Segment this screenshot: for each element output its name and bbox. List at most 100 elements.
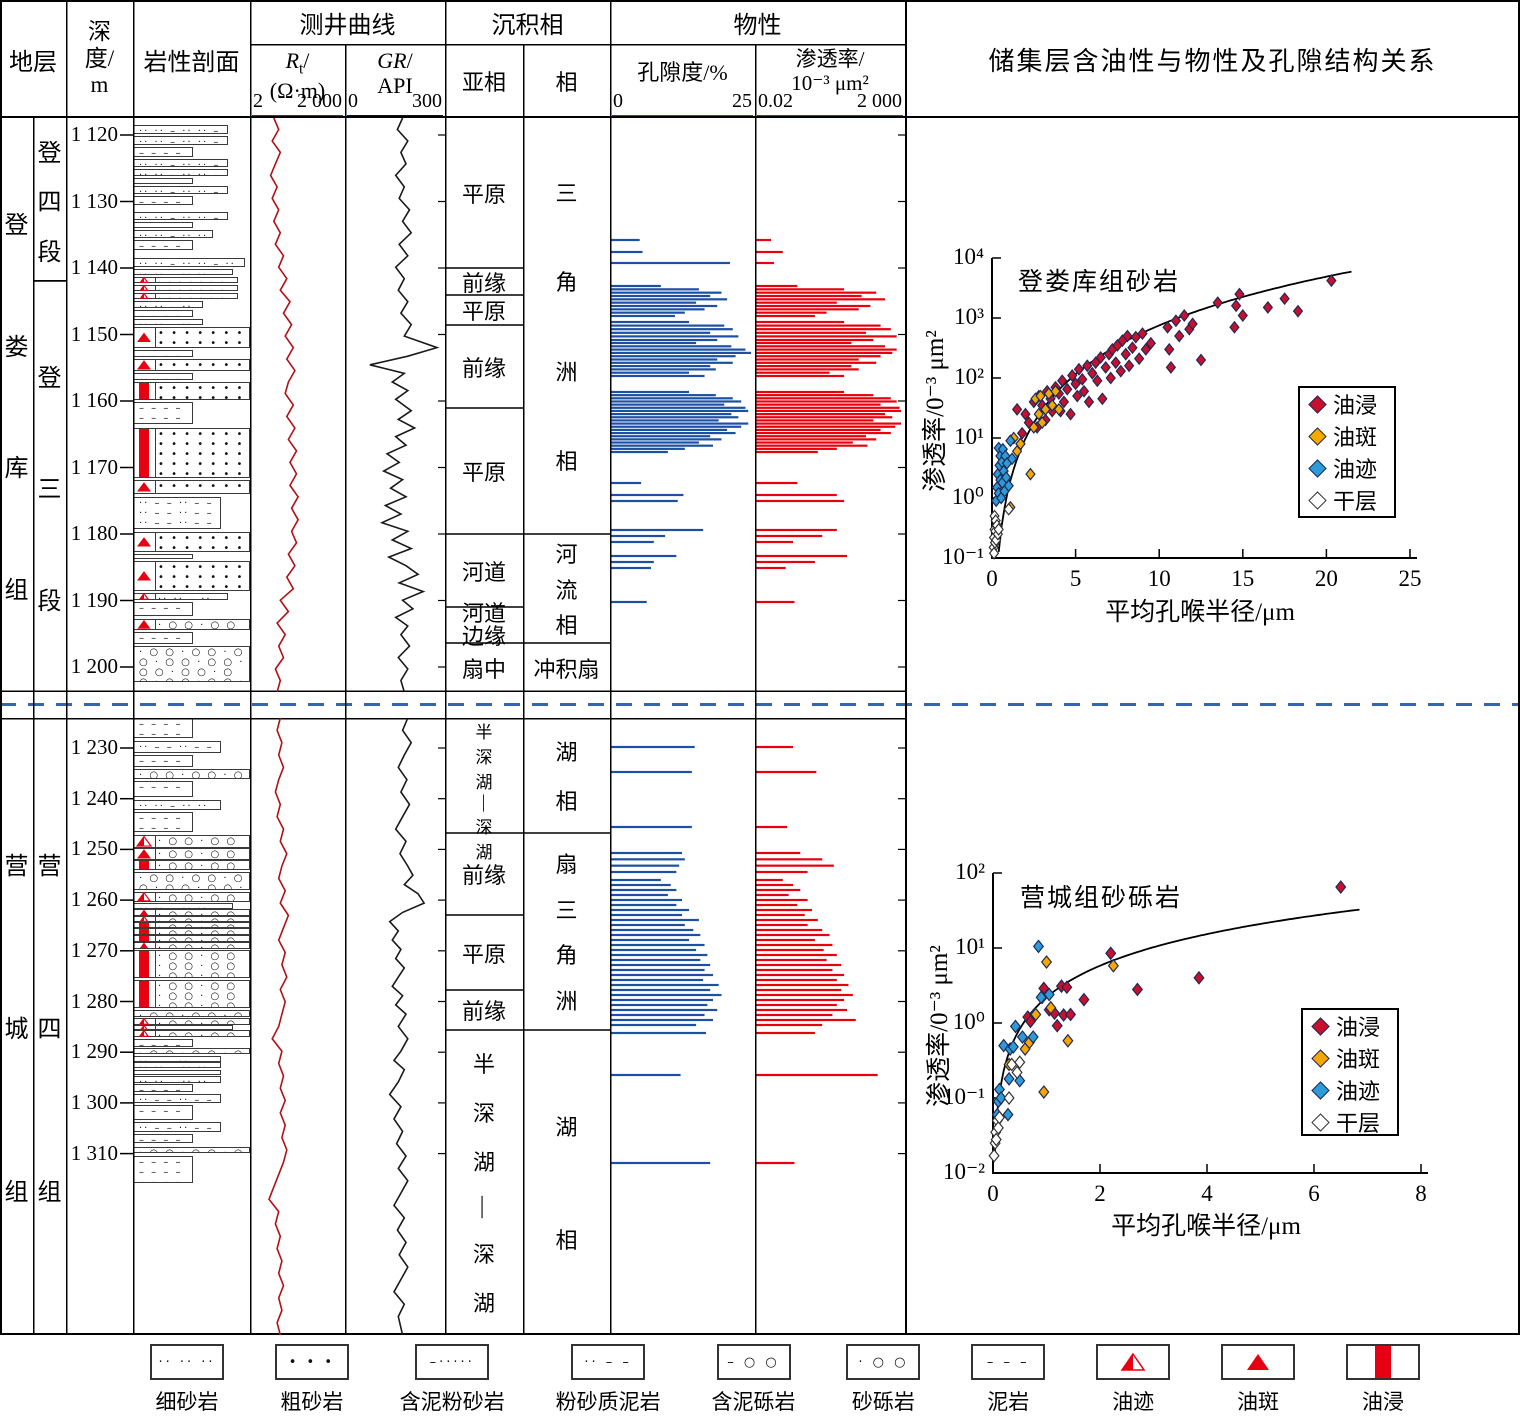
scatter-point-油浸 bbox=[1110, 356, 1121, 370]
scatter-point-油迹 bbox=[999, 484, 1010, 498]
legend-row-干层: 干层 bbox=[1311, 1106, 1397, 1138]
legend-item-含泥粉砂岩: –····· 含泥粉砂岩 bbox=[400, 1344, 505, 1416]
scatter-point-油迹 bbox=[1002, 1107, 1014, 1122]
lith-layer: · ○ ○ · ○ ○ · ○ ○ · ○ ○ · ○ ○ · ○ ○ · ○ … bbox=[133, 909, 250, 916]
porosity-bar bbox=[611, 348, 746, 351]
porosity-bar bbox=[611, 374, 705, 378]
scatter-point-干层 bbox=[990, 524, 1001, 538]
porosity-bar bbox=[611, 351, 752, 354]
porosity-bar bbox=[611, 438, 722, 441]
scatter-point-油浸 bbox=[1020, 407, 1031, 421]
scatter-point-干层 bbox=[991, 1113, 1003, 1128]
scatter-point-油斑 bbox=[1107, 958, 1119, 973]
cell-湖相: 湖相 bbox=[555, 740, 578, 814]
perm-bar bbox=[756, 499, 845, 503]
lith-layer: · ○ ○ · ○ ○ · ○ ○ · ○ ○ · ○ ○ · ○ ○ · ○ … bbox=[133, 860, 250, 870]
porosity-bar bbox=[611, 371, 690, 374]
y-tick-label: 10⁻¹ bbox=[942, 1084, 985, 1109]
porosity-bar bbox=[611, 870, 677, 874]
cell-登四段: 登四段 bbox=[37, 140, 62, 266]
legend-label: 含泥砾岩 bbox=[711, 1390, 796, 1414]
scatter-point-油浸 bbox=[1078, 384, 1090, 398]
perm-bar bbox=[756, 444, 868, 447]
cell-河流相: 河流相 bbox=[555, 542, 578, 638]
depth-tick-label: 1 250 bbox=[70, 836, 118, 861]
lith-pattern: – – – – – – – – – – – – – – – – – – – – … bbox=[139, 782, 183, 797]
perm-bar bbox=[756, 294, 862, 298]
cell-登三段: 登三段 bbox=[37, 365, 62, 615]
legend-swatch: • • • bbox=[274, 1344, 349, 1380]
scatter-point-油浸 bbox=[1082, 359, 1093, 373]
lith-pattern: ·· ·· – ·· ·· – ·· ·· – ·· ·· – ·· ·· – … bbox=[139, 160, 221, 167]
scatter-point-油斑 bbox=[1050, 384, 1061, 398]
cell-平原: 平原 bbox=[461, 299, 506, 324]
gr-unit: API bbox=[377, 73, 413, 99]
lith-pattern: – – – – – – – – – – – – – – – – – – – – … bbox=[139, 197, 183, 205]
lith-layer: – – – – – – – – – – – – – – – – – – – – … bbox=[133, 632, 193, 644]
x-tick-label: 4 bbox=[1201, 1181, 1213, 1206]
scatter-point-油浸 bbox=[1053, 387, 1065, 401]
porosity-bar bbox=[611, 403, 725, 406]
scatter-point-油浸 bbox=[1024, 1014, 1037, 1029]
porosity-bar bbox=[611, 335, 739, 338]
scatter-point-油浸 bbox=[1097, 392, 1108, 406]
lith-pattern: • • • • • • • • • • • • • • • • • • • • … bbox=[158, 429, 245, 478]
lith-layer: · ○ ○ · ○ ○ · ○ ○ · ○ ○ · ○ ○ · ○ ○ · ○ … bbox=[133, 1147, 250, 1153]
porosity-bar bbox=[611, 447, 685, 450]
lith-layer: – – – – – – – – – – – – – – – – – – – – … bbox=[133, 812, 193, 832]
porosity-bar bbox=[611, 851, 682, 855]
lith-layer: – – – – – – – – – – – – – – – – – – – – … bbox=[133, 755, 193, 767]
legend-item-油迹: 油迹 bbox=[1096, 1344, 1171, 1416]
lith-layer: · ○ ○ · ○ ○ · ○ ○ · ○ ○ · ○ ○ · ○ ○ · ○ … bbox=[133, 935, 250, 942]
lith-layer: – – – – – – – – – – – – – – – – – – – – … bbox=[133, 1084, 193, 1092]
porosity-bar bbox=[611, 903, 677, 907]
oil-ban-icon bbox=[1247, 1354, 1269, 1370]
scatter-point-油浸 bbox=[1130, 330, 1141, 344]
gr-scale: 0 300 bbox=[348, 90, 442, 112]
lith-layer: ·· ·· – ·· ·· – ·· ·· – ·· ·· – ·· ·· – … bbox=[133, 230, 213, 238]
porosity-bar bbox=[611, 878, 661, 882]
perm-bar bbox=[756, 898, 808, 902]
scatter-point-油浸 bbox=[1140, 342, 1151, 356]
legend-label: 油迹 bbox=[1112, 1390, 1155, 1414]
scatter-point-油浸 bbox=[1090, 356, 1101, 370]
perm-bar bbox=[756, 331, 866, 334]
perm-bar bbox=[756, 933, 830, 937]
grid-line-v bbox=[905, 0, 907, 1335]
perm-bar bbox=[756, 284, 798, 288]
scatter-point-油浸 bbox=[1057, 374, 1068, 388]
lith-layer: ·· ·· – ·· ·· – ·· ·· – ·· ·· – ·· ·· – … bbox=[133, 593, 228, 600]
lith-layer: · ○ ○ · ○ ○ · ○ ○ · ○ ○ · ○ ○ · ○ ○ · ○ … bbox=[133, 646, 250, 682]
figure-title-cell: 储集层含油性与物性及孔隙结构关系 bbox=[905, 0, 1520, 118]
lith-layer: • • • • • • • • • • • • • • • • • • • • … bbox=[133, 359, 250, 371]
lith-layer: – – – – – – – – – – – – – – – – – – – – … bbox=[133, 310, 193, 317]
lith-layer: · ○ ○ · ○ ○ · ○ ○ · ○ ○ · ○ ○ · ○ ○ · ○ … bbox=[133, 848, 250, 860]
porosity-bar bbox=[611, 441, 699, 444]
lith-pattern: · ○ ○ · ○ ○ · ○ ○ · ○ ○ · ○ ○ · ○ ○ · ○ … bbox=[158, 981, 238, 1008]
plot-xlabel: 平均孔喉半径/μm bbox=[1111, 1213, 1301, 1240]
lith-layer: – – – – – – – – – – – – – – – – – – – – … bbox=[133, 1105, 193, 1120]
scatter-point-干层 bbox=[988, 546, 1000, 560]
lith-pattern: ·· ·· – ·· ·· – ·· ·· – ·· ·· – ·· ·· – … bbox=[139, 1077, 209, 1083]
y-axis bbox=[991, 258, 993, 558]
porosity-bar bbox=[611, 770, 692, 774]
scatter-point-油迹 bbox=[1004, 1042, 1016, 1056]
scatter-point-油迹 bbox=[993, 486, 1004, 500]
lith-pattern: • • • • • • • • • • • • • • • • • • • • … bbox=[158, 481, 245, 494]
porosity-bar bbox=[611, 963, 711, 967]
lith-layer: – – – – – – – – – – – – – – – – – – – – … bbox=[133, 240, 193, 250]
header-depth: 深 度/ m bbox=[66, 0, 133, 118]
y-tick-label: 10⁻¹ bbox=[941, 544, 984, 569]
scatter-point-油斑 bbox=[1038, 1085, 1050, 1100]
perm-bar bbox=[756, 374, 845, 378]
gr-curve-lower bbox=[388, 717, 426, 1336]
lith-layer: ·· ·· – ·· ·· – ·· ·· – ·· ·· – ·· ·· – … bbox=[133, 1062, 221, 1068]
x-tick-label: 5 bbox=[1069, 566, 1082, 591]
scatter-point-油浸 bbox=[1105, 371, 1116, 385]
scatter-point-油迹 bbox=[995, 473, 1006, 487]
depth-tick bbox=[120, 1102, 133, 1104]
lith-layer: ·· ·· – ·· ·· – ·· ·· – ·· ·· – ·· ·· – … bbox=[133, 136, 228, 145]
porosity-bar bbox=[611, 825, 692, 829]
perm-bar bbox=[756, 923, 808, 927]
plot-legend: 油浸 油斑 油迹 干层 bbox=[1301, 1008, 1399, 1136]
